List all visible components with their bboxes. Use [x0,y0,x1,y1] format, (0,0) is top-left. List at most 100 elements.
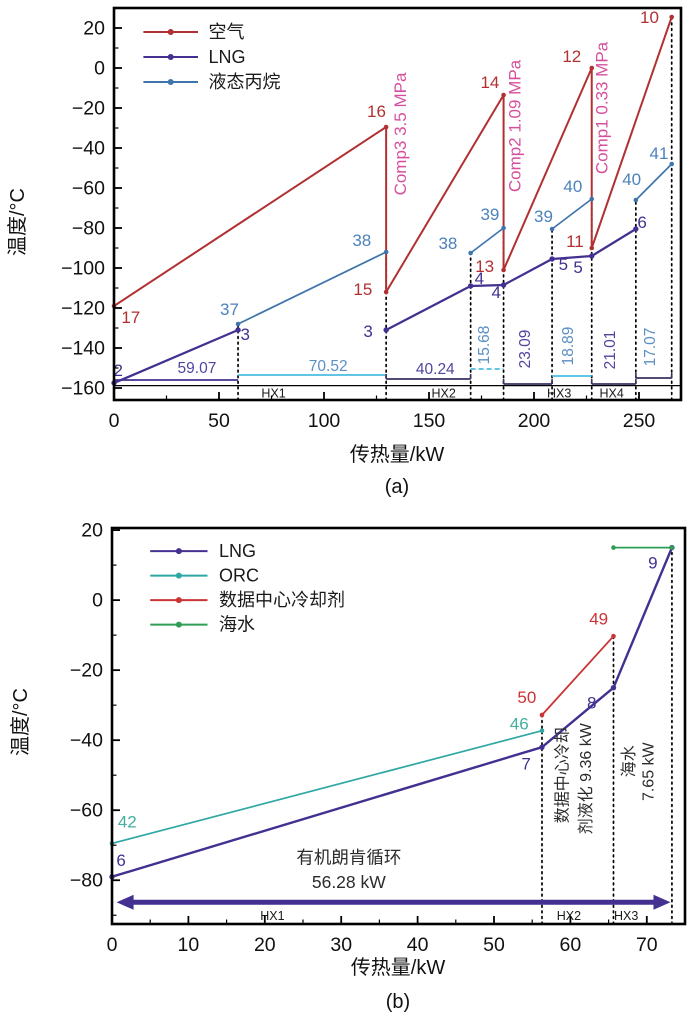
label: 46 [510,714,529,733]
label: 23.09 [517,330,534,369]
label: HX1 [260,909,284,923]
label: HX3 [547,387,571,401]
arrow-head-left [116,894,134,910]
label: 0 [109,410,120,432]
label: 150 [413,410,446,432]
data-point-marker [500,282,507,288]
chart-b-caption: (b) [386,991,410,1013]
label: 9 [648,553,657,572]
label: HX4 [600,387,624,401]
data-point-marker [589,245,595,251]
series-line [237,251,387,325]
legend-marker [167,79,174,85]
label: HX2 [432,387,456,401]
label: 56.28 kW [312,872,386,892]
label: 有机朗肯循环 [296,847,401,867]
label: 5 [559,255,568,274]
label: 70 [636,934,658,956]
label: 15.68 [476,326,493,365]
label: 4 [491,283,500,302]
plot-border [112,6,683,402]
data-point-marker [611,545,616,550]
label: 41 [649,144,668,163]
data-point-marker [383,327,389,333]
label: 海水 [620,745,638,777]
label: 39 [480,205,499,224]
label: 39 [534,207,553,226]
label: 液态丙烷 [209,72,281,92]
label: −160 [61,378,105,400]
data-point-marker [589,196,595,202]
label: −120 [61,298,105,320]
legend-marker [175,597,182,604]
label: 38 [438,234,457,253]
label: 20 [83,18,105,40]
label: HX3 [614,909,638,923]
label: 49 [589,609,608,628]
label: LNG [219,541,256,561]
label: LNG [209,47,246,67]
data-point-marker [383,124,389,130]
chart-a-y-axis-title: 温度/°C [6,188,29,256]
label: 50 [208,410,230,432]
plot-border [110,526,687,926]
series-line [470,227,505,254]
label: −40 [70,730,103,752]
data-point-marker [467,283,474,289]
series-line [385,228,637,332]
label: −20 [72,98,105,120]
label: 13 [475,257,494,276]
data-point-marker [539,712,545,718]
label: 59.07 [178,360,217,377]
chart-a-caption: (a) [385,476,409,498]
label: 剂液化 9.36 kW [577,722,595,834]
data-point-marker [549,256,555,262]
label: −100 [61,258,105,280]
label: 70.52 [309,358,348,375]
label: 7.65 kW [641,741,658,801]
label: 40.24 [416,361,455,378]
label: 20 [254,934,276,956]
label: 21.01 [602,331,619,370]
series-line [113,16,673,307]
legend-marker [167,54,174,60]
label: 40 [563,177,582,196]
data-point-marker [610,684,617,691]
label: Comp1 0.33 MPa [593,41,612,174]
label: 37 [220,300,239,319]
data-point-marker [633,226,639,232]
legend-marker [175,621,182,628]
data-point-marker [549,226,555,232]
label: 4 [475,269,484,288]
arrow-head-right [653,894,671,910]
data-point-marker [235,321,241,327]
label: −80 [70,870,103,892]
label: 数据中心冷却 [553,727,571,823]
chart-b-y-axis-title: 温度/°C [9,688,32,756]
label: Comp2 1.09 MPa [505,59,524,192]
data-point-marker [501,225,506,231]
data-point-marker [669,14,674,20]
label: 200 [518,410,551,432]
label: 30 [330,934,352,956]
label: 17 [121,308,140,327]
label: 14 [480,73,499,92]
series-line [111,729,543,845]
label: 0 [94,58,105,80]
label: 40 [622,170,641,189]
label: 42 [118,812,137,831]
label: −60 [70,800,103,822]
label: 38 [352,231,371,250]
data-point-marker [235,327,241,333]
data-point-marker [589,65,595,71]
label: 数据中心冷却剂 [219,590,345,610]
label: 0 [107,934,118,956]
chart-a-x-axis-title: 传热量/kW [350,443,445,466]
label: 60 [560,934,582,956]
label: 17.07 [642,328,659,367]
label: 11 [566,232,584,251]
label: 40 [407,934,429,956]
label: 6 [116,851,125,870]
label: HX1 [261,387,285,401]
